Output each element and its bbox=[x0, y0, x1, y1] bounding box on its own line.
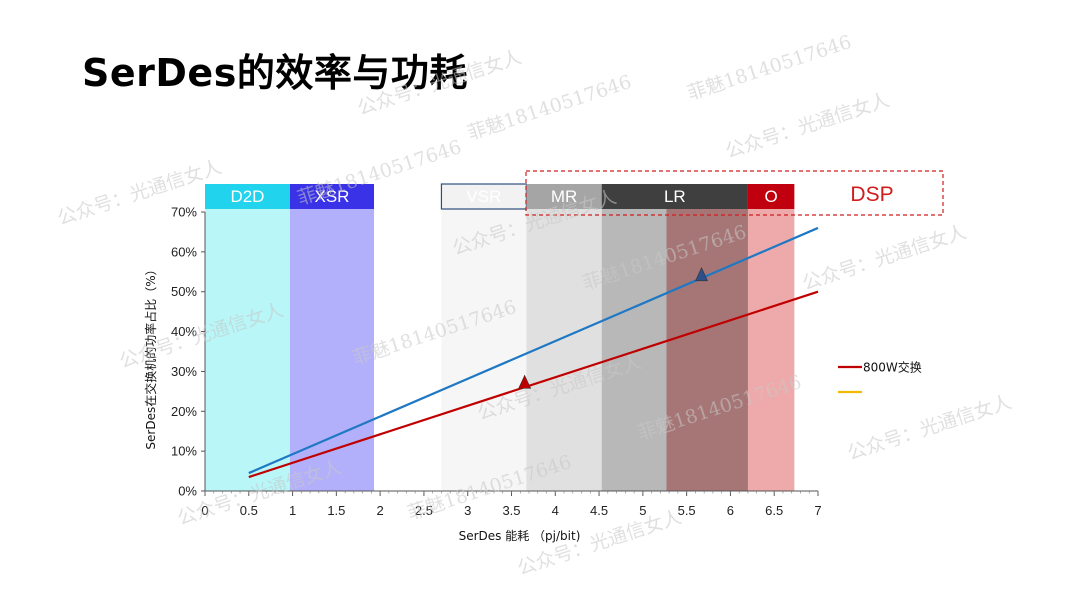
band-o bbox=[747, 209, 795, 491]
x-tick-label: 7 bbox=[814, 503, 821, 518]
legend: 800W交换 bbox=[838, 360, 922, 394]
watermark-text: 菲魅18140517646 bbox=[295, 136, 464, 210]
band-header-o bbox=[747, 184, 795, 209]
band-label-o: O bbox=[765, 187, 778, 206]
band-label-xsr: XSR bbox=[314, 187, 349, 206]
band-vsr bbox=[441, 209, 527, 491]
watermark-text: 菲魅18140517646 bbox=[685, 31, 854, 105]
x-tick-label: 6 bbox=[727, 503, 734, 518]
y-tick-label: 60% bbox=[171, 244, 197, 259]
legend-label-2: 800W交换 bbox=[863, 360, 922, 375]
watermark-text: 公众号：光通信女人 bbox=[800, 221, 969, 295]
x-tick-label: 2.5 bbox=[415, 503, 433, 518]
dsp-box bbox=[525, 170, 944, 216]
x-tick-label: 5 bbox=[639, 503, 646, 518]
axes: 0% 10% 20% 30% 40% 50% 60% 70% 0 0.5 1 1.5 2 2.5 3 3.5 4… bbox=[143, 205, 822, 544]
x-tick-label: 0 bbox=[201, 503, 208, 518]
watermark-text: 公众号：光通信女人 bbox=[723, 89, 892, 163]
triangle-marker-1 bbox=[518, 374, 532, 389]
band-label-vsr: VSR bbox=[466, 187, 501, 206]
triangle-marker-2 bbox=[695, 267, 708, 282]
band-label-d2d: D2D bbox=[230, 187, 264, 206]
y-tick-label: 40% bbox=[171, 324, 197, 339]
band-label-lr: LR bbox=[664, 187, 686, 206]
band-header-d2d bbox=[205, 184, 290, 209]
y-tick-label: 0% bbox=[178, 484, 197, 499]
y-tick-label: 50% bbox=[171, 284, 197, 299]
x-tick-label: 3 bbox=[464, 503, 471, 518]
band-header-mr bbox=[526, 184, 602, 209]
band-header-vsr bbox=[440, 183, 527, 210]
x-tick-label: 5.5 bbox=[678, 503, 696, 518]
dsp-label: DSP bbox=[850, 183, 893, 206]
band-d2d bbox=[205, 209, 290, 491]
y-tick-label: 70% bbox=[171, 205, 197, 220]
x-axis-title: SerDes 能耗 （pj/bit) bbox=[459, 529, 581, 543]
x-tick-label: 0.5 bbox=[240, 503, 258, 518]
x-tick-label: 1.5 bbox=[327, 503, 345, 518]
series-lines bbox=[248, 226, 819, 479]
y-tick-label: 20% bbox=[171, 404, 197, 419]
y-axis-title: SerDes在交换机的功率占比（%） bbox=[143, 263, 158, 449]
x-tick-label: 3.5 bbox=[502, 503, 520, 518]
x-tick-label: 6.5 bbox=[765, 503, 783, 518]
category-bands: D2D XSR VSR MR LR O DSP bbox=[205, 170, 944, 491]
band-lr-overlay bbox=[666, 209, 748, 491]
band-header-lr bbox=[601, 184, 748, 209]
band-label-mr: MR bbox=[551, 187, 577, 206]
x-tick-label: 4 bbox=[552, 503, 559, 518]
x-tick-label: 4.5 bbox=[590, 503, 608, 518]
watermark-text: 公众号：光通信女人 bbox=[355, 46, 524, 120]
y-tick-label: 10% bbox=[171, 444, 197, 459]
band-mr bbox=[526, 209, 602, 491]
y-tick-label: 30% bbox=[171, 364, 197, 379]
watermark-text: 菲魅18140517646 bbox=[465, 71, 634, 145]
band-header-xsr bbox=[289, 184, 375, 209]
page-title: SerDes的效率与功耗 bbox=[82, 51, 468, 95]
watermark-text: 公众号：光通信女人 bbox=[845, 391, 1014, 465]
band-xsr bbox=[289, 209, 375, 491]
series-line-2 bbox=[248, 290, 819, 479]
x-tick-label: 1 bbox=[289, 503, 296, 518]
watermark-text: 公众号：光通信女人 bbox=[55, 156, 224, 230]
series-line-1 bbox=[248, 226, 819, 475]
x-tick-label: 2 bbox=[377, 503, 384, 518]
